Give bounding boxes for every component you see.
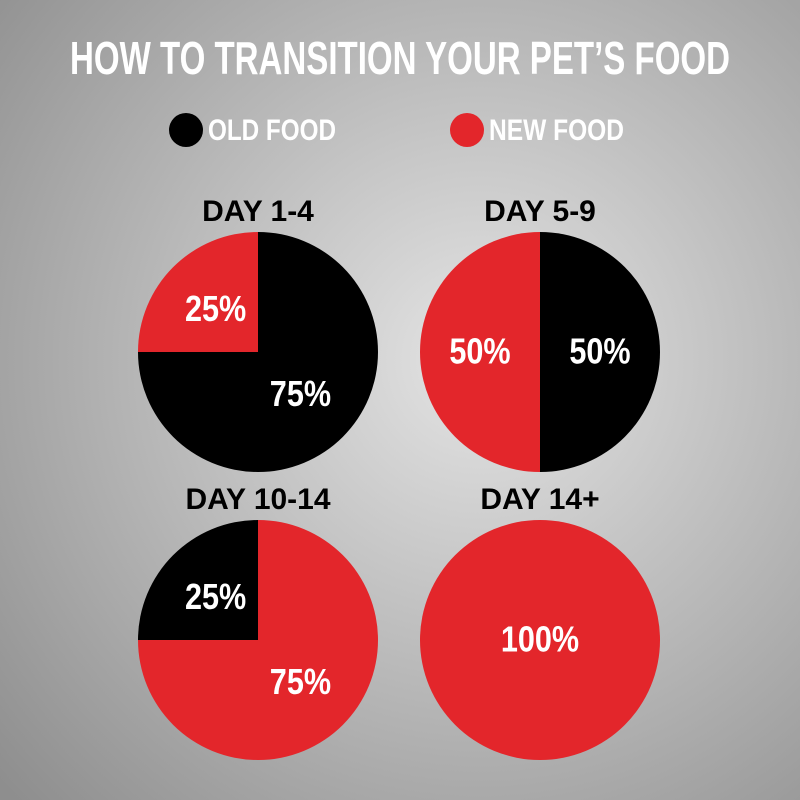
pie-title: DAY 10-14 xyxy=(185,483,330,516)
slice-label: 25% xyxy=(185,290,246,330)
legend-label: NEW FOOD xyxy=(489,114,624,147)
pie-slice xyxy=(138,520,378,760)
pie-slice xyxy=(540,232,660,472)
legend-swatch xyxy=(450,113,484,147)
pie-slice xyxy=(138,232,378,472)
slice-label: 25% xyxy=(185,578,246,618)
slice-label: 50% xyxy=(569,332,630,372)
legend-swatch xyxy=(169,113,203,147)
slice-label: 50% xyxy=(449,332,510,372)
slice-label: 75% xyxy=(270,663,331,703)
pie-title: DAY 1-4 xyxy=(202,195,314,228)
pie-slice xyxy=(138,520,258,640)
legend-label: OLD FOOD xyxy=(208,114,336,147)
pie-title: DAY 5-9 xyxy=(484,195,596,228)
title: HOW TO TRANSITION YOUR PET’S FOOD xyxy=(70,32,730,84)
pie-slice xyxy=(138,232,258,352)
pie-slice xyxy=(420,520,660,760)
pie-title: DAY 14+ xyxy=(480,483,599,516)
slice-label: 75% xyxy=(270,375,331,415)
pie-slice xyxy=(420,232,540,472)
slice-label: 100% xyxy=(501,620,579,660)
